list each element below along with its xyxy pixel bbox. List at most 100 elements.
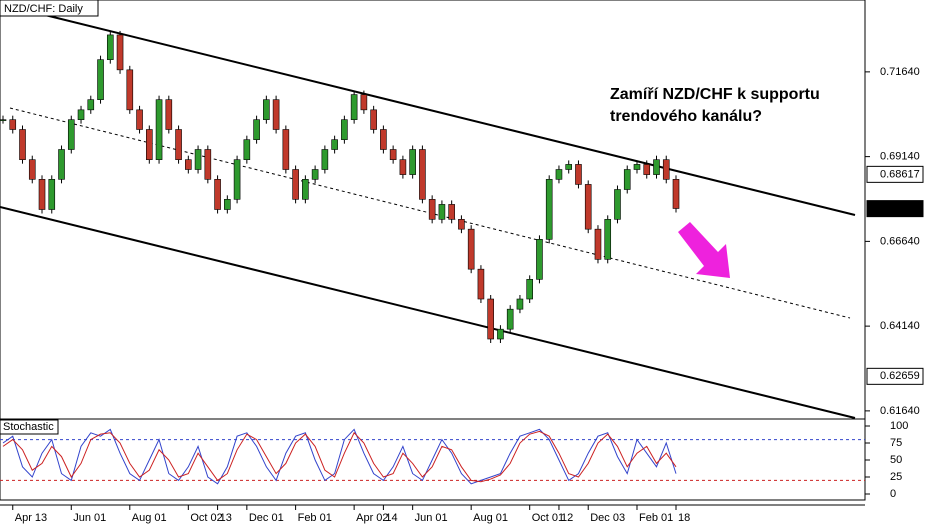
x-tick-label: Jun 01 xyxy=(73,512,106,524)
candle xyxy=(536,239,543,280)
candle xyxy=(419,149,426,200)
y-tick-label: 0.71640 xyxy=(880,66,920,78)
candle xyxy=(77,109,85,120)
candle xyxy=(0,119,7,121)
candle xyxy=(19,129,26,160)
stoch-title: Stochastic xyxy=(3,421,54,433)
price-label-box xyxy=(866,165,924,183)
price-label-box xyxy=(866,367,924,385)
candle xyxy=(643,164,651,175)
x-tick-label: Apr 02 xyxy=(356,512,388,524)
x-tick-label: Dec 01 xyxy=(249,512,284,524)
title-box xyxy=(0,0,99,17)
price-label: 0.67606 xyxy=(880,203,920,215)
candle xyxy=(38,179,46,210)
y-tick-label: 25 xyxy=(890,471,902,483)
y-tick-label: 0.61640 xyxy=(880,405,920,417)
stoch-title-box xyxy=(0,419,59,435)
annotation: Zamíří NZD/CHF k supportu xyxy=(610,86,820,103)
candle xyxy=(28,159,36,180)
candle xyxy=(467,228,475,270)
candle xyxy=(204,149,212,180)
candle xyxy=(672,179,680,209)
y-tick-label: 0.66640 xyxy=(880,235,920,247)
candle xyxy=(604,219,612,260)
candle xyxy=(350,94,358,120)
candle xyxy=(614,189,621,220)
annotation: trendového kanálu? xyxy=(610,108,762,125)
candle xyxy=(185,159,192,170)
x-tick-label: 12 xyxy=(561,512,573,524)
candle xyxy=(146,129,153,160)
candle xyxy=(516,298,524,310)
candle xyxy=(633,164,641,170)
x-tick-label: Feb 01 xyxy=(639,512,673,524)
candle xyxy=(126,69,134,111)
candle xyxy=(106,34,114,60)
candle xyxy=(370,109,377,130)
candle xyxy=(575,164,582,185)
x-tick-label: Aug 01 xyxy=(473,512,508,524)
candle xyxy=(214,179,221,210)
candle xyxy=(506,308,514,330)
x-tick-label: Dec 03 xyxy=(590,512,625,524)
candle xyxy=(399,159,407,175)
candle xyxy=(155,99,163,160)
candle xyxy=(9,119,17,130)
candle xyxy=(341,119,348,140)
channel-lower xyxy=(0,206,856,419)
stoch-line xyxy=(2,430,677,483)
y-tick-label: 75 xyxy=(890,437,902,449)
price-label: 0.62659 xyxy=(880,370,920,382)
candle xyxy=(224,199,231,210)
candle xyxy=(253,119,260,140)
candle xyxy=(565,164,573,170)
x-tick-label: Oct 01 xyxy=(532,512,564,524)
candle xyxy=(272,99,280,130)
candle xyxy=(584,184,592,230)
candle xyxy=(477,268,485,300)
candle xyxy=(175,129,182,160)
candle xyxy=(194,149,202,170)
candle xyxy=(458,219,465,230)
candle xyxy=(48,179,56,210)
candle xyxy=(311,169,319,180)
candle xyxy=(97,59,104,100)
x-tick-label: 18 xyxy=(678,512,690,524)
price-label: 0.68617 xyxy=(880,168,920,180)
candle xyxy=(282,129,290,170)
arrow xyxy=(678,222,730,278)
candle xyxy=(497,328,504,340)
y-tick-label: 0.64140 xyxy=(880,320,920,332)
candle xyxy=(331,139,338,150)
y-tick-label: 0 xyxy=(890,488,896,500)
candle xyxy=(67,119,75,150)
x-tick-label: Aug 01 xyxy=(132,512,167,524)
candle xyxy=(594,228,602,260)
candle xyxy=(263,99,270,120)
candle xyxy=(116,34,124,71)
candle xyxy=(321,149,329,170)
candle xyxy=(87,99,95,111)
x-tick-label: Feb 01 xyxy=(298,512,332,524)
candle xyxy=(526,279,533,300)
candle xyxy=(302,179,309,200)
stoch-line xyxy=(2,428,677,485)
x-tick-label: Jun 01 xyxy=(415,512,448,524)
candle xyxy=(243,139,251,160)
y-tick-label: 0.69140 xyxy=(880,151,920,163)
candle xyxy=(555,169,563,180)
candle xyxy=(292,169,299,200)
candle xyxy=(136,109,143,130)
candle xyxy=(438,204,446,220)
candle xyxy=(428,199,436,220)
candle xyxy=(360,94,368,111)
candle xyxy=(233,159,241,200)
candle xyxy=(662,159,670,180)
candle xyxy=(58,149,65,180)
candle xyxy=(623,169,631,190)
candle xyxy=(380,129,387,150)
candle xyxy=(545,179,553,240)
x-tick-label: Oct 02 xyxy=(190,512,222,524)
